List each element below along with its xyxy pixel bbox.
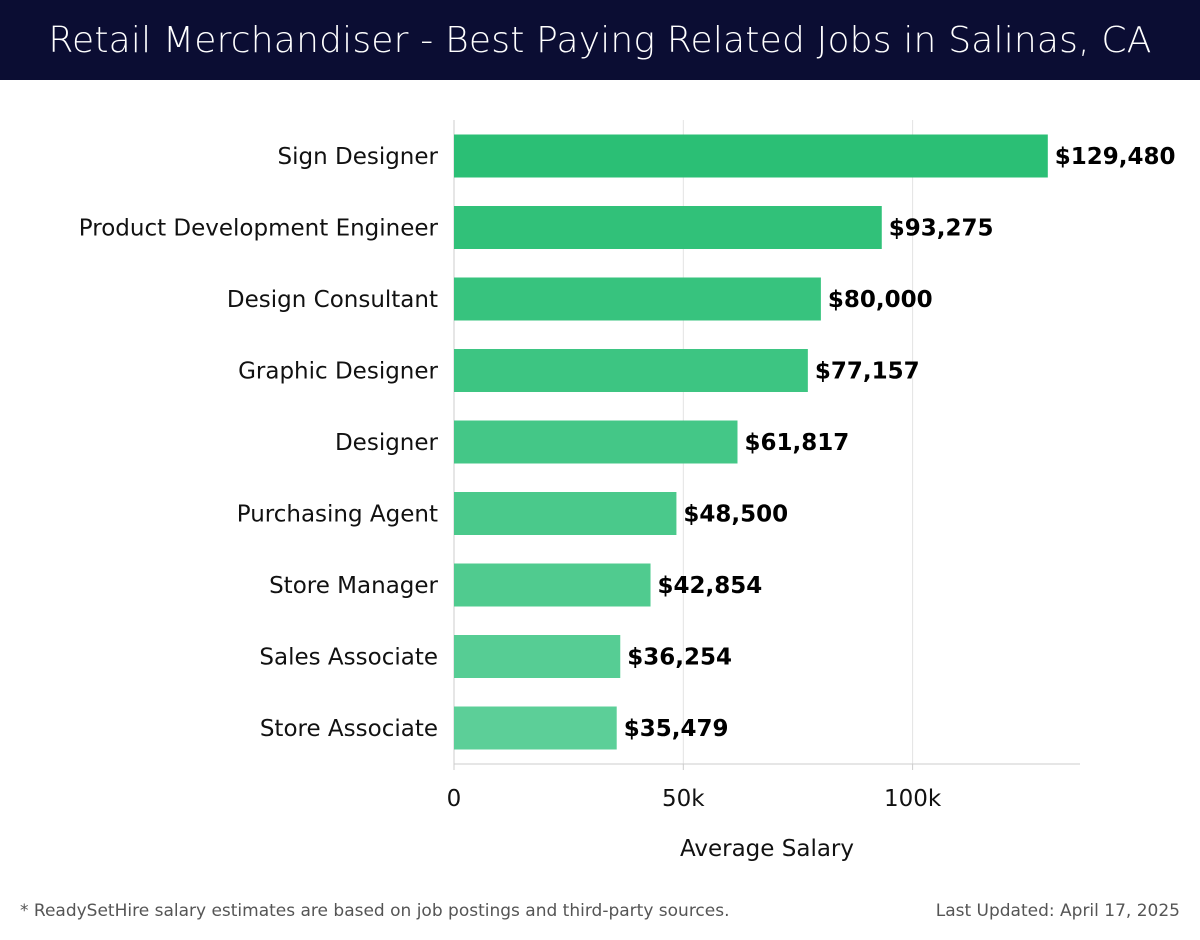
x-tick-label: 100k [884, 786, 942, 812]
category-label: Purchasing Agent [237, 502, 438, 528]
value-label: $36,254 [627, 645, 732, 671]
chart-title: Retail Merchandiser - Best Paying Relate… [48, 19, 1152, 61]
bar [454, 706, 617, 750]
x-axis-title: Average Salary [680, 836, 854, 862]
bar [454, 134, 1048, 178]
category-label: Product Development Engineer [79, 216, 439, 242]
bar [454, 420, 738, 464]
category-label: Graphic Designer [238, 359, 438, 385]
bar-chart: Sign Designer $129,480 Product Development… [79, 120, 1176, 862]
value-label: $48,500 [683, 502, 788, 528]
bar [454, 635, 621, 678]
value-label: $77,157 [815, 359, 920, 385]
header-bar: Retail Merchandiser - Best Paying Relate… [0, 0, 1200, 80]
bar [454, 563, 651, 607]
bar [454, 277, 821, 321]
bar [454, 492, 677, 535]
last-updated: Last Updated: April 17, 2025 [935, 901, 1180, 921]
bar [454, 206, 882, 249]
category-label: Store Manager [269, 573, 438, 599]
category-label: Design Consultant [227, 287, 438, 313]
value-label: $35,479 [624, 716, 729, 742]
category-label: Sales Associate [259, 645, 438, 671]
category-label: Designer [335, 430, 439, 456]
bar [454, 349, 808, 392]
x-tick-label: 0 [447, 786, 462, 812]
value-label: $129,480 [1055, 144, 1176, 170]
footer-note: * ReadySetHire salary estimates are base… [20, 901, 730, 921]
value-label: $42,854 [658, 573, 763, 599]
x-tick-label: 50k [662, 786, 705, 812]
value-label: $80,000 [828, 287, 933, 313]
value-label: $93,275 [889, 216, 994, 242]
category-label: Store Associate [260, 716, 438, 742]
value-label: $61,817 [744, 430, 849, 456]
category-label: Sign Designer [278, 144, 439, 170]
